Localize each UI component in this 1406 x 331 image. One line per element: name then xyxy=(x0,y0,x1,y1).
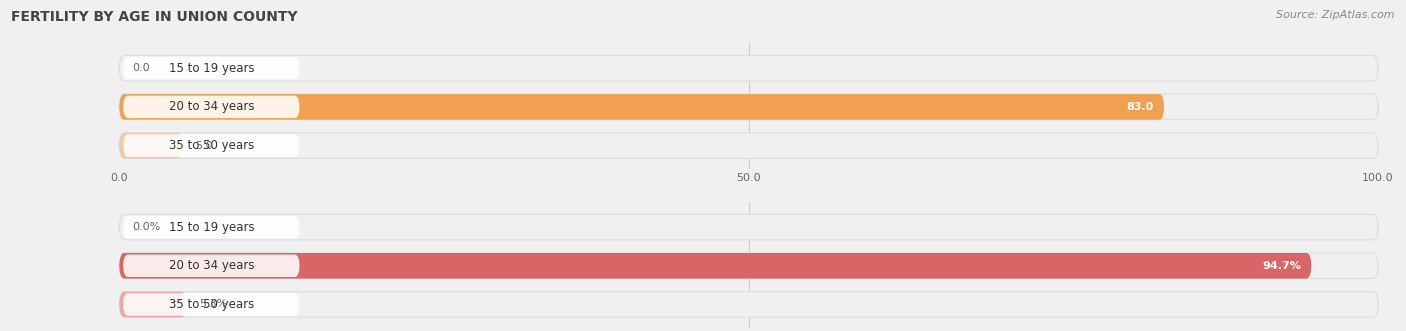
Text: 35 to 50 years: 35 to 50 years xyxy=(169,298,254,311)
FancyBboxPatch shape xyxy=(120,253,1312,279)
Text: 5.3%: 5.3% xyxy=(198,300,226,309)
FancyBboxPatch shape xyxy=(120,133,183,158)
Text: 5.0: 5.0 xyxy=(195,141,212,151)
Text: 0.0: 0.0 xyxy=(132,63,149,73)
Text: 35 to 50 years: 35 to 50 years xyxy=(169,139,254,152)
FancyBboxPatch shape xyxy=(120,94,1378,120)
Text: Source: ZipAtlas.com: Source: ZipAtlas.com xyxy=(1277,10,1395,20)
FancyBboxPatch shape xyxy=(120,292,187,317)
Text: 20 to 34 years: 20 to 34 years xyxy=(169,259,254,272)
Text: 83.0: 83.0 xyxy=(1126,102,1154,112)
Text: 0.0%: 0.0% xyxy=(132,222,160,232)
Text: 20 to 34 years: 20 to 34 years xyxy=(169,100,254,114)
FancyBboxPatch shape xyxy=(120,253,1378,279)
FancyBboxPatch shape xyxy=(124,293,299,316)
FancyBboxPatch shape xyxy=(124,134,299,157)
FancyBboxPatch shape xyxy=(120,292,1378,317)
FancyBboxPatch shape xyxy=(120,55,1378,81)
Text: FERTILITY BY AGE IN UNION COUNTY: FERTILITY BY AGE IN UNION COUNTY xyxy=(11,10,298,24)
Text: 15 to 19 years: 15 to 19 years xyxy=(169,62,254,75)
Text: 94.7%: 94.7% xyxy=(1263,261,1301,271)
Text: 15 to 19 years: 15 to 19 years xyxy=(169,220,254,234)
FancyBboxPatch shape xyxy=(120,214,1378,240)
FancyBboxPatch shape xyxy=(124,57,299,79)
FancyBboxPatch shape xyxy=(120,94,1164,120)
FancyBboxPatch shape xyxy=(120,133,1378,158)
FancyBboxPatch shape xyxy=(124,255,299,277)
FancyBboxPatch shape xyxy=(124,96,299,118)
FancyBboxPatch shape xyxy=(124,216,299,238)
